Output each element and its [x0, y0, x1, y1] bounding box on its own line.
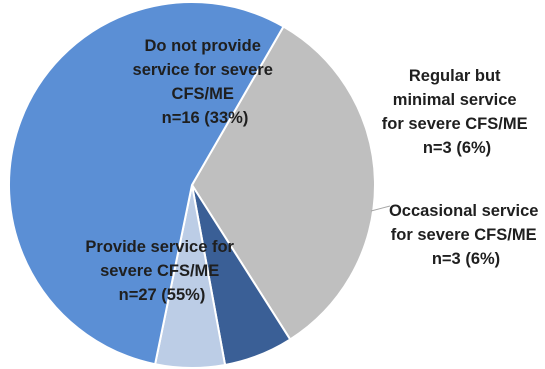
slice-label-regular-minimal: Regular but minimal service for severe C… — [382, 67, 532, 157]
slice-do-not-provide — [190, 25, 376, 341]
leader-line-occasional — [370, 205, 391, 212]
pie-slices — [8, 1, 376, 369]
slice-label-occasional: Occasional service for severe CFS/ME n=3… — [389, 202, 543, 268]
slice-label-provide-service: Provide service for severe CFS/ME n=27 (… — [85, 238, 238, 304]
slice-provide-service — [8, 1, 285, 366]
slice-label-do-not-provide: Do not provide service for severe CFS/ME… — [133, 37, 278, 127]
